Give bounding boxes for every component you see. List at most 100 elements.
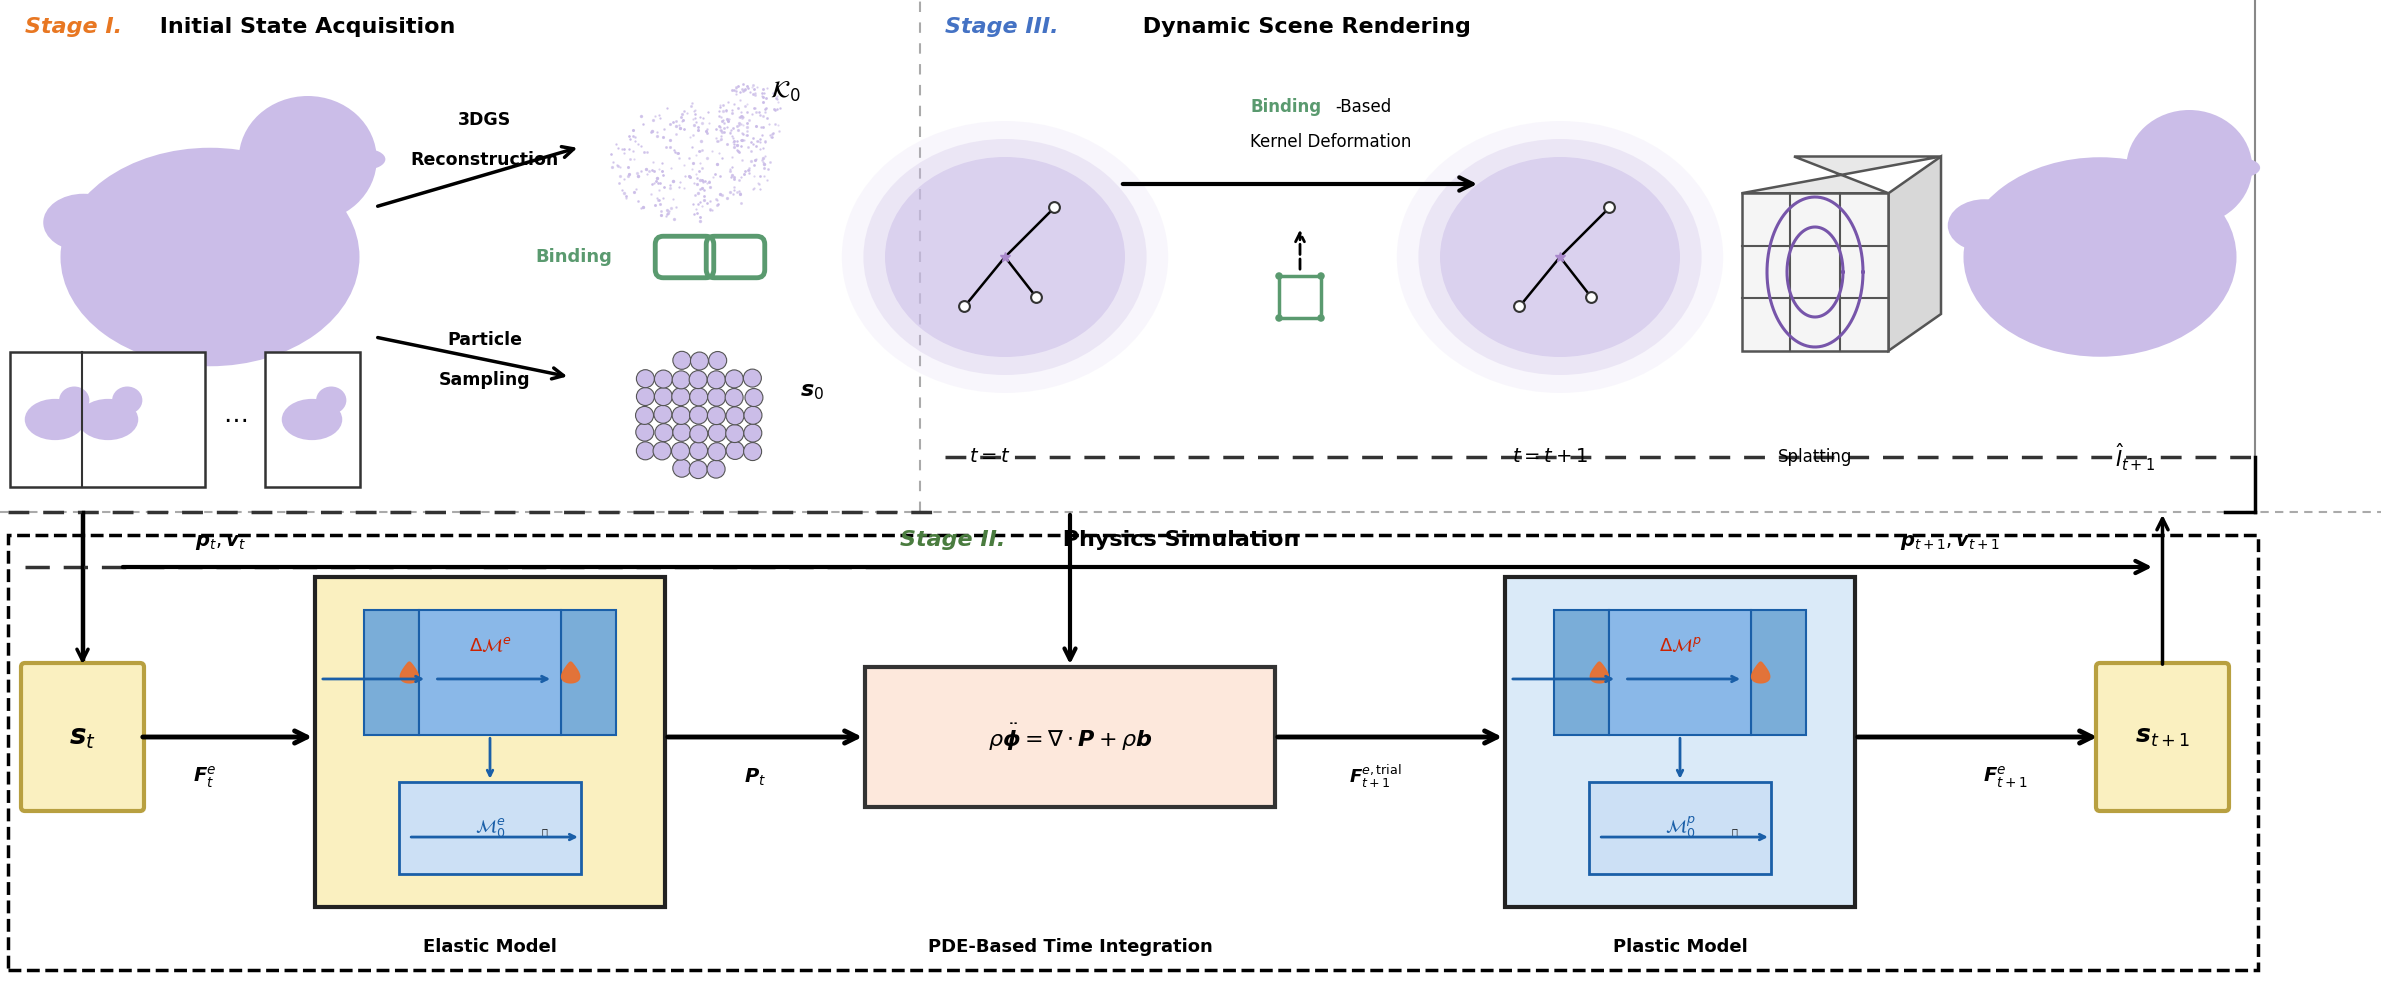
Polygon shape — [1741, 193, 1888, 351]
Ellipse shape — [864, 139, 1148, 375]
Text: $\boldsymbol{s}_t$: $\boldsymbol{s}_t$ — [69, 723, 95, 751]
Text: $\boldsymbol{F}_{t+1}^e$: $\boldsymbol{F}_{t+1}^e$ — [1983, 764, 2029, 790]
Polygon shape — [1888, 157, 1941, 351]
Text: Dynamic Scene Rendering: Dynamic Scene Rendering — [1136, 17, 1471, 37]
Text: $\hat{I}_{t+1}$: $\hat{I}_{t+1}$ — [2114, 441, 2155, 472]
Text: $\Delta\mathcal{M}^p$: $\Delta\mathcal{M}^p$ — [1660, 636, 1702, 655]
Circle shape — [671, 371, 690, 389]
Circle shape — [710, 351, 726, 369]
Circle shape — [636, 388, 655, 406]
Circle shape — [636, 407, 652, 425]
Text: $\mathcal{K}_0$: $\mathcal{K}_0$ — [769, 80, 800, 104]
Circle shape — [1050, 202, 1060, 213]
Ellipse shape — [2126, 110, 2252, 225]
Text: $\boldsymbol{s}_{t+1}$: $\boldsymbol{s}_{t+1}$ — [2136, 725, 2191, 749]
Text: Stage III.: Stage III. — [945, 17, 1060, 37]
FancyBboxPatch shape — [2095, 663, 2229, 811]
Ellipse shape — [317, 387, 345, 414]
Bar — [419, 610, 560, 735]
Ellipse shape — [314, 399, 333, 418]
Polygon shape — [1555, 610, 1610, 735]
Text: Initial State Acquisition: Initial State Acquisition — [152, 17, 455, 37]
Ellipse shape — [886, 157, 1124, 357]
Ellipse shape — [110, 399, 129, 418]
Circle shape — [674, 351, 690, 369]
Polygon shape — [1741, 157, 1941, 193]
Circle shape — [688, 460, 707, 478]
Ellipse shape — [345, 149, 386, 170]
Polygon shape — [364, 610, 419, 735]
Circle shape — [707, 388, 726, 406]
Circle shape — [726, 370, 743, 388]
Polygon shape — [562, 662, 579, 682]
Text: $\cdots$: $\cdots$ — [224, 408, 248, 432]
Circle shape — [726, 425, 743, 442]
Circle shape — [743, 442, 762, 460]
Ellipse shape — [2224, 159, 2260, 178]
Text: PDE-Based Time Integration: PDE-Based Time Integration — [929, 938, 1212, 956]
Circle shape — [655, 406, 671, 424]
Circle shape — [655, 388, 671, 406]
Ellipse shape — [1276, 314, 1283, 321]
Text: 🔓: 🔓 — [1731, 827, 1738, 837]
Ellipse shape — [1317, 314, 1324, 321]
Ellipse shape — [281, 399, 343, 440]
Text: $\boldsymbol{F}_t^e$: $\boldsymbol{F}_t^e$ — [193, 764, 217, 790]
Ellipse shape — [2121, 163, 2195, 236]
Ellipse shape — [238, 96, 376, 222]
Polygon shape — [1750, 610, 1807, 735]
Circle shape — [690, 352, 710, 370]
Text: Binding: Binding — [536, 248, 612, 266]
Ellipse shape — [79, 399, 138, 440]
Text: Physics Simulation: Physics Simulation — [1055, 530, 1300, 550]
Circle shape — [1605, 202, 1614, 213]
Circle shape — [743, 424, 762, 442]
Text: $\boldsymbol{p}_{t+1}, \boldsymbol{v}_{t+1}$: $\boldsymbol{p}_{t+1}, \boldsymbol{v}_{t… — [1900, 533, 2000, 552]
Circle shape — [707, 424, 726, 441]
Ellipse shape — [233, 154, 314, 234]
Text: Plastic Model: Plastic Model — [1612, 938, 1748, 956]
Text: $\boldsymbol{F}_{t+1}^{e,\mathrm{trial}}$: $\boldsymbol{F}_{t+1}^{e,\mathrm{trial}}… — [1348, 764, 1402, 791]
Ellipse shape — [1964, 158, 2236, 357]
Circle shape — [688, 371, 707, 389]
Ellipse shape — [1441, 157, 1681, 357]
Text: $\mathcal{M}_0^p$: $\mathcal{M}_0^p$ — [1664, 815, 1695, 840]
Text: $\boldsymbol{P}_t$: $\boldsymbol{P}_t$ — [743, 767, 767, 788]
Text: Elastic Model: Elastic Model — [424, 938, 557, 956]
Circle shape — [707, 460, 726, 478]
Circle shape — [690, 406, 707, 425]
Text: $\Delta\mathcal{M}^e$: $\Delta\mathcal{M}^e$ — [469, 636, 512, 655]
Circle shape — [1586, 292, 1598, 303]
Bar — [1588, 782, 1771, 874]
Text: $t = t + 1$: $t = t + 1$ — [1512, 448, 1588, 466]
Circle shape — [743, 369, 762, 387]
Polygon shape — [400, 662, 419, 682]
Text: -Based: -Based — [1336, 98, 1391, 116]
Circle shape — [690, 441, 707, 459]
Ellipse shape — [112, 387, 143, 414]
Ellipse shape — [60, 148, 360, 366]
Text: Splatting: Splatting — [1779, 448, 1852, 466]
Circle shape — [1514, 302, 1524, 311]
Bar — [314, 577, 664, 907]
Circle shape — [671, 388, 690, 406]
Circle shape — [1031, 292, 1043, 303]
Text: $\rho\ddot{\boldsymbol{\phi}} = \nabla \cdot \boldsymbol{P} + \rho\boldsymbol{b}: $\rho\ddot{\boldsymbol{\phi}} = \nabla \… — [988, 721, 1152, 753]
Circle shape — [655, 424, 674, 441]
Circle shape — [636, 441, 655, 460]
Circle shape — [671, 442, 690, 460]
Ellipse shape — [843, 121, 1169, 393]
Text: 🔓: 🔓 — [540, 827, 548, 837]
Circle shape — [671, 407, 690, 425]
Circle shape — [690, 425, 707, 442]
Text: Particle: Particle — [448, 331, 521, 349]
Circle shape — [655, 370, 671, 388]
Polygon shape — [1591, 662, 1610, 682]
Ellipse shape — [1419, 139, 1702, 375]
Bar — [10, 352, 205, 487]
Text: 3DGS: 3DGS — [460, 111, 512, 129]
Ellipse shape — [60, 387, 90, 414]
Text: Stage I.: Stage I. — [24, 17, 121, 37]
Bar — [1610, 610, 1750, 735]
Circle shape — [707, 442, 726, 460]
